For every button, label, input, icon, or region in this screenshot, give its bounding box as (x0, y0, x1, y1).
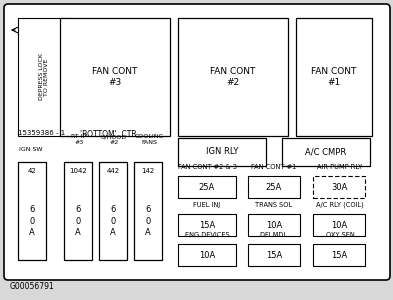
Bar (18, 18, 70, 136)
Bar (248, 176, 300, 198)
Text: FAN CONT
#1: FAN CONT #1 (311, 67, 357, 87)
Bar (313, 176, 365, 198)
Text: FAN CONT #1: FAN CONT #1 (252, 164, 297, 170)
Bar (18, 162, 46, 260)
Bar (313, 214, 365, 236)
Text: 15359386 - 1: 15359386 - 1 (18, 130, 65, 136)
Bar (313, 244, 365, 266)
Text: OXY SEN: OXY SEN (326, 232, 354, 238)
Text: 10A: 10A (266, 220, 282, 230)
Text: 25A: 25A (266, 182, 282, 191)
FancyBboxPatch shape (4, 4, 390, 280)
Bar (134, 162, 162, 260)
Text: IGN SW: IGN SW (19, 147, 43, 152)
Text: 10A: 10A (199, 250, 215, 260)
Text: DFI MDL: DFI MDL (261, 232, 288, 238)
Text: 1042: 1042 (69, 168, 87, 174)
Text: TRANS SOL: TRANS SOL (255, 202, 292, 208)
Text: 25A: 25A (199, 182, 215, 191)
Text: RT IP
#3: RT IP #3 (72, 134, 86, 145)
Bar (60, 18, 170, 136)
Text: IGN RLY: IGN RLY (206, 148, 238, 157)
Text: 15A: 15A (199, 220, 215, 230)
Text: 142: 142 (141, 168, 154, 174)
Bar (178, 18, 288, 136)
Text: 6
0
A: 6 0 A (75, 206, 81, 237)
Text: 15A: 15A (331, 250, 347, 260)
Bar (296, 18, 372, 136)
Text: FAN CONT
#3: FAN CONT #3 (92, 67, 138, 87)
Text: 30A: 30A (331, 182, 347, 191)
Text: 6
0
A: 6 0 A (110, 206, 116, 237)
Text: 15A: 15A (266, 250, 282, 260)
Text: ENG DEVICES: ENG DEVICES (185, 232, 229, 238)
Text: 10A: 10A (331, 220, 347, 230)
Text: 42: 42 (28, 168, 37, 174)
Text: FAN CONT #2 & 3: FAN CONT #2 & 3 (178, 164, 237, 170)
Text: AIR PUMP RLY: AIR PUMP RLY (318, 164, 363, 170)
Text: 442: 442 (107, 168, 119, 174)
Text: 6
0
A: 6 0 A (29, 206, 35, 237)
Text: FAN CONT
#2: FAN CONT #2 (210, 67, 256, 87)
Bar (178, 176, 236, 198)
Text: U/HOOD
#2: U/HOOD #2 (101, 134, 127, 145)
Text: A/C RLY (COIL): A/C RLY (COIL) (316, 202, 364, 208)
Bar (178, 244, 236, 266)
Text: 6
0
A: 6 0 A (145, 206, 151, 237)
Bar (99, 162, 127, 260)
Text: FUEL INJ: FUEL INJ (193, 202, 220, 208)
Bar (64, 162, 92, 260)
Bar (248, 214, 300, 236)
Bar (248, 244, 300, 266)
Text: 'BOTTOM'  CTR: 'BOTTOM' CTR (80, 130, 137, 139)
Bar (178, 214, 236, 236)
Bar (282, 138, 370, 166)
Text: G00056791: G00056791 (10, 282, 55, 291)
Text: DEPRESS LOCK
TO REMOVE: DEPRESS LOCK TO REMOVE (39, 53, 50, 100)
Text: COOLING
FANS: COOLING FANS (134, 134, 164, 145)
Bar (178, 138, 266, 166)
Text: A/C CMPR: A/C CMPR (305, 148, 347, 157)
